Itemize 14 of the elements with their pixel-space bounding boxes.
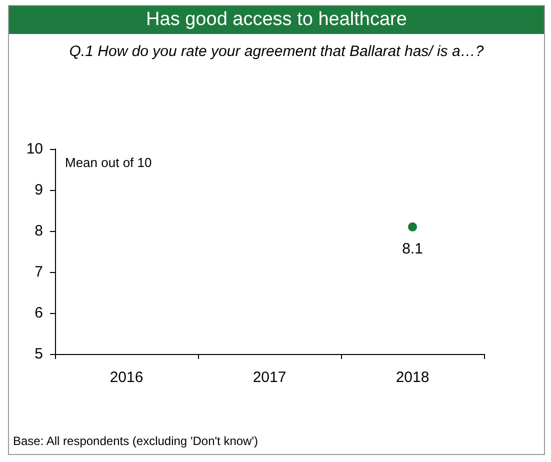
y-tick-label: 9 (34, 182, 43, 198)
x-tick-label: 2017 (252, 369, 286, 386)
x-tick-label: 2018 (396, 369, 430, 386)
y-tick-label: 5 (34, 346, 43, 362)
y-tick-label: 10 (26, 140, 43, 158)
annotation: Mean out of 10 (65, 155, 152, 170)
y-tick-label: 6 (34, 304, 43, 322)
chart-title: Has good access to healthcare (9, 6, 544, 34)
x-tick-label: 2016 (110, 369, 144, 386)
text: Base: All respondents (excluding 'Don't know') (13, 434, 258, 448)
y-tick-label: 8 (34, 222, 43, 240)
y-tick-label: 7 (34, 264, 43, 280)
chart-subtitle: Q.1 How do you rate your agreement that Ballarat has/ is a…? (68, 43, 485, 60)
data-label: 8.1 (402, 240, 423, 258)
